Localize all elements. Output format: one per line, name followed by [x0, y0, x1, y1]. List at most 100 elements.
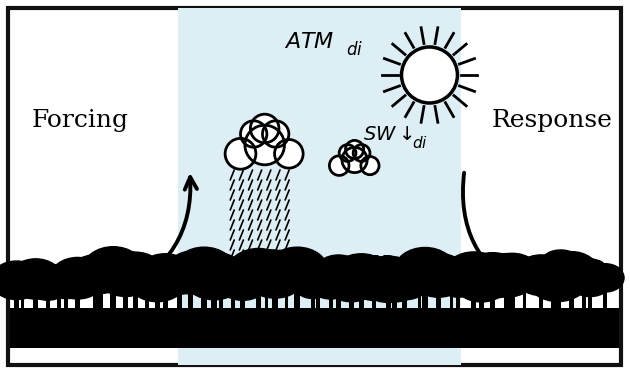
Ellipse shape	[45, 267, 87, 299]
Ellipse shape	[127, 257, 187, 302]
Bar	[133, 273, 138, 308]
Ellipse shape	[136, 254, 195, 298]
Ellipse shape	[450, 261, 486, 283]
Ellipse shape	[331, 254, 391, 299]
Ellipse shape	[186, 260, 212, 276]
Ellipse shape	[107, 252, 164, 295]
Ellipse shape	[74, 261, 103, 279]
Ellipse shape	[587, 279, 609, 292]
Ellipse shape	[567, 261, 600, 280]
Ellipse shape	[466, 277, 498, 296]
Bar	[316, 279, 320, 308]
Ellipse shape	[447, 277, 471, 292]
Ellipse shape	[484, 264, 515, 282]
Ellipse shape	[381, 261, 420, 285]
Ellipse shape	[160, 269, 181, 282]
Bar	[93, 275, 98, 308]
Bar	[154, 279, 160, 308]
Ellipse shape	[216, 261, 269, 300]
Ellipse shape	[15, 274, 52, 296]
Circle shape	[401, 47, 457, 103]
Ellipse shape	[321, 258, 354, 279]
Ellipse shape	[533, 278, 562, 296]
Ellipse shape	[37, 264, 82, 298]
Ellipse shape	[93, 256, 134, 280]
Ellipse shape	[362, 275, 384, 289]
Circle shape	[339, 145, 356, 162]
Ellipse shape	[14, 274, 35, 286]
Bar	[392, 281, 397, 308]
Text: $\mathit{VPD}$: $\mathit{VPD}$	[353, 255, 396, 275]
Ellipse shape	[506, 266, 531, 281]
Ellipse shape	[550, 277, 570, 289]
Ellipse shape	[492, 255, 525, 275]
Bar	[265, 280, 268, 308]
Ellipse shape	[553, 260, 582, 278]
Ellipse shape	[365, 269, 407, 294]
Ellipse shape	[253, 273, 274, 286]
Circle shape	[245, 125, 285, 165]
Ellipse shape	[112, 269, 140, 286]
Bar	[188, 275, 193, 308]
Ellipse shape	[481, 265, 518, 287]
Ellipse shape	[183, 252, 246, 300]
Ellipse shape	[544, 252, 598, 292]
Ellipse shape	[55, 265, 89, 285]
Ellipse shape	[596, 265, 621, 280]
Bar	[582, 276, 586, 308]
Circle shape	[345, 140, 364, 159]
Ellipse shape	[321, 258, 353, 277]
Ellipse shape	[100, 265, 131, 284]
Ellipse shape	[247, 268, 271, 283]
Ellipse shape	[599, 277, 620, 290]
Ellipse shape	[435, 262, 467, 281]
Ellipse shape	[50, 257, 105, 299]
Ellipse shape	[59, 278, 77, 288]
Ellipse shape	[128, 273, 158, 292]
Ellipse shape	[11, 268, 39, 285]
Ellipse shape	[260, 272, 295, 294]
Ellipse shape	[0, 275, 26, 291]
Circle shape	[329, 156, 349, 175]
Ellipse shape	[149, 257, 186, 279]
Ellipse shape	[323, 269, 347, 283]
Ellipse shape	[176, 271, 202, 287]
Ellipse shape	[47, 275, 72, 291]
Ellipse shape	[280, 276, 298, 287]
Ellipse shape	[304, 272, 335, 290]
Ellipse shape	[450, 272, 475, 287]
Ellipse shape	[36, 267, 65, 285]
Ellipse shape	[301, 273, 318, 283]
Ellipse shape	[104, 265, 141, 287]
Ellipse shape	[35, 282, 57, 294]
Ellipse shape	[359, 276, 379, 288]
Ellipse shape	[510, 271, 541, 289]
Ellipse shape	[304, 274, 326, 288]
Bar	[45, 283, 50, 308]
Ellipse shape	[542, 250, 580, 272]
Ellipse shape	[43, 274, 72, 292]
Ellipse shape	[9, 259, 62, 299]
Ellipse shape	[467, 269, 495, 286]
Bar	[539, 275, 544, 308]
Ellipse shape	[484, 253, 541, 295]
Ellipse shape	[142, 271, 168, 287]
Text: $\mathit{TWSA}$: $\mathit{TWSA}$	[39, 268, 101, 288]
Bar	[14, 280, 19, 308]
Bar	[402, 279, 407, 308]
Ellipse shape	[48, 274, 77, 292]
Ellipse shape	[568, 263, 613, 297]
Ellipse shape	[522, 259, 551, 276]
Ellipse shape	[4, 271, 27, 285]
Ellipse shape	[418, 266, 449, 285]
Circle shape	[342, 147, 367, 173]
Bar	[336, 274, 341, 308]
Ellipse shape	[4, 267, 40, 288]
Ellipse shape	[487, 266, 526, 290]
Ellipse shape	[478, 270, 517, 294]
Ellipse shape	[527, 254, 589, 301]
Ellipse shape	[314, 255, 364, 292]
Bar	[349, 281, 354, 308]
Ellipse shape	[517, 269, 542, 284]
Bar	[145, 276, 149, 308]
